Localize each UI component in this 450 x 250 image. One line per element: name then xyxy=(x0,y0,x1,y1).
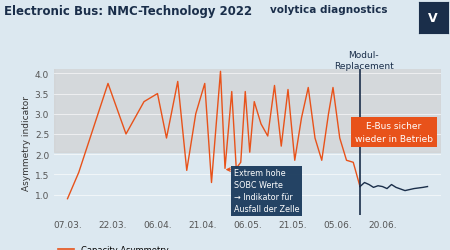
Text: Electronic Bus: NMC-Technology 2022: Electronic Bus: NMC-Technology 2022 xyxy=(4,5,252,18)
Text: volytica diagnostics: volytica diagnostics xyxy=(270,5,387,15)
Text: V: V xyxy=(428,12,438,24)
Text: E-Bus sicher
wieder in Betrieb: E-Bus sicher wieder in Betrieb xyxy=(355,122,433,143)
Bar xyxy=(54,68,441,152)
Y-axis label: Asymmetry indicator: Asymmetry indicator xyxy=(22,95,31,190)
Text: Extrem hohe
SOBC Werte
→ Indikator für
Ausfall der Zelle: Extrem hohe SOBC Werte → Indikator für A… xyxy=(234,169,300,213)
Text: Modul-
Replacement: Modul- Replacement xyxy=(334,51,393,71)
Legend: Capacity Asymmetry: Capacity Asymmetry xyxy=(54,242,172,250)
